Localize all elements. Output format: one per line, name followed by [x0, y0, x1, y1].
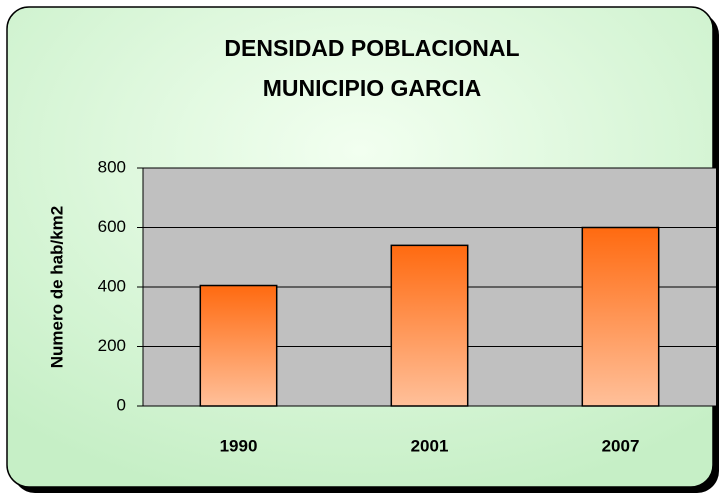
- y-tick-label: 400: [98, 276, 126, 295]
- x-tick-label: 1990: [220, 436, 258, 455]
- y-axis-label: Numero de hab/km2: [47, 206, 66, 369]
- x-tick-label: 2001: [411, 436, 449, 455]
- chart-title: MUNICIPIO GARCIA: [263, 75, 482, 101]
- x-tick-label: 2007: [602, 436, 640, 455]
- bar: [581, 226, 660, 407]
- y-tick-label: 200: [98, 336, 126, 355]
- chart-title: DENSIDAD POBLACIONAL: [224, 35, 519, 61]
- y-tick-label: 800: [98, 157, 126, 176]
- bar: [390, 244, 469, 407]
- y-tick-label: 0: [117, 395, 126, 414]
- y-tick-label: 600: [98, 217, 126, 236]
- bar: [199, 284, 278, 407]
